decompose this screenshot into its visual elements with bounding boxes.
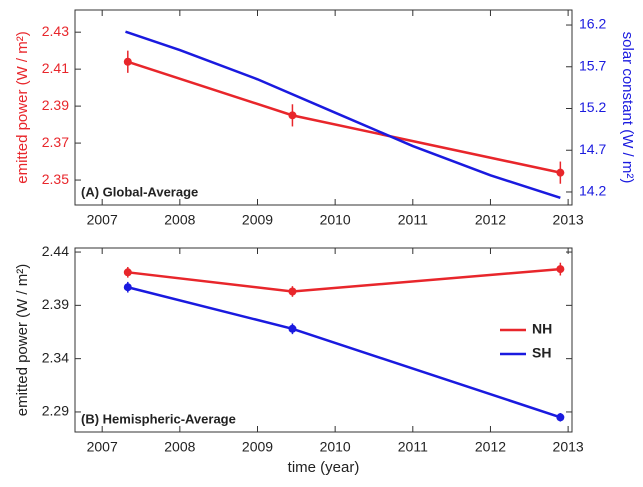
y2-tick-label: 16.2	[579, 16, 606, 32]
y-tick-label: 2.39	[42, 97, 69, 113]
plot-frame	[74, 247, 573, 433]
y2-tick-label: 14.2	[579, 183, 606, 199]
y2-tick-label: 15.2	[579, 99, 606, 115]
y-tick-label: 2.35	[42, 171, 69, 187]
x-tick-label: 2009	[242, 212, 273, 228]
y-tick-label: 2.39	[42, 296, 69, 312]
x-tick-label: 2011	[398, 212, 428, 228]
legend-label: NH	[532, 321, 552, 337]
series-line	[127, 267, 561, 293]
y-axis-label: emitted power (W / m²)	[14, 31, 31, 184]
data-point	[288, 111, 297, 120]
x-axis-label: time (year)	[288, 459, 360, 476]
x-tick-label: 2008	[164, 439, 195, 455]
y2-tick-label: 14.7	[579, 141, 606, 157]
x-tick-label: 2012	[475, 212, 506, 228]
annotation: (A) Global-Average	[81, 184, 198, 199]
x-tick-label: 2013	[553, 439, 584, 455]
x-tick-label: 2009	[242, 439, 273, 455]
data-point	[556, 265, 565, 274]
x-tick-label: 2010	[320, 212, 351, 228]
data-point	[288, 324, 297, 333]
x-tick-label: 2008	[164, 212, 195, 228]
data-point	[556, 168, 565, 177]
x-tick-label: 2007	[87, 212, 118, 228]
legend-label: SH	[532, 345, 551, 361]
y2-axis-label: solar constant (W / m²)	[619, 32, 636, 184]
x-tick-label: 2012	[475, 439, 506, 455]
annotation: (B) Hemispheric-Average	[81, 411, 236, 426]
x-tick-label: 2011	[398, 439, 428, 455]
y-tick-label: 2.43	[42, 23, 69, 39]
data-point	[556, 413, 565, 422]
series-line	[127, 286, 561, 419]
y-tick-label: 2.37	[42, 134, 69, 150]
y2-tick-label: 15.7	[579, 57, 606, 73]
data-point	[288, 287, 297, 296]
series-line	[125, 30, 561, 200]
plot-frame	[74, 9, 573, 206]
x-tick-label: 2013	[553, 212, 584, 228]
x-tick-label: 2010	[320, 439, 351, 455]
data-point	[123, 268, 132, 277]
y-tick-label: 2.34	[42, 349, 69, 365]
y-tick-label: 2.41	[42, 60, 69, 76]
data-point	[123, 57, 132, 66]
y-tick-label: 2.29	[42, 403, 69, 419]
y-tick-label: 2.44	[42, 243, 69, 259]
data-point	[123, 283, 132, 292]
y-axis-label: emitted power (W / m²)	[14, 264, 31, 417]
x-tick-label: 2007	[87, 439, 118, 455]
